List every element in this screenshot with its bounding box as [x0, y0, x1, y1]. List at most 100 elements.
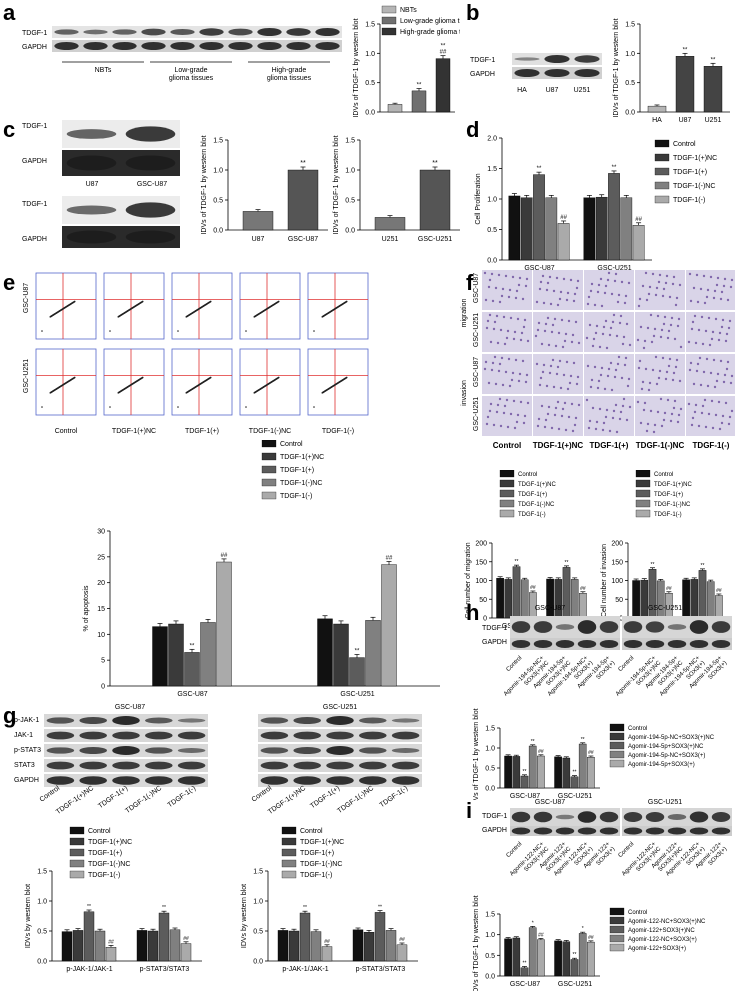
- panel-g-row-label: JAK-1: [14, 732, 33, 739]
- panel-f-cell: [608, 333, 612, 337]
- panel-f-cell: [716, 276, 720, 280]
- panel-d-chart-bar-sig: **: [612, 165, 617, 171]
- panel-h-chart-bar: [587, 756, 595, 789]
- panel-f-cell: [512, 337, 516, 341]
- panel-c-blot2-gapdh-band: [66, 230, 117, 244]
- panel-c-lane-label: U87: [86, 181, 99, 188]
- panel-f-cell: [715, 283, 719, 287]
- panel-f-cell: [714, 317, 718, 321]
- panel-f-cell: [586, 302, 590, 306]
- panel-f-cell: [647, 388, 651, 392]
- panel-h-legend-swatch: [609, 759, 625, 768]
- panel-d-legend-swatch: [654, 181, 670, 190]
- panel-g-chart1-bar: [136, 930, 148, 962]
- panel-f-cell: [488, 278, 492, 282]
- panel-f-cell: [615, 334, 619, 338]
- panel-g-chart2-tick-label: 0.0: [253, 959, 263, 966]
- panel-f-cell: [728, 415, 732, 419]
- panel-a-blot-tdgf1-band: [54, 29, 79, 35]
- panel-g-chart2-bar-sig: **: [303, 905, 307, 911]
- panel-f-micrograph: [533, 270, 583, 310]
- panel-f-cell: [662, 322, 666, 326]
- panel-i-blot-u251-gapdh-band: [667, 827, 687, 835]
- panel-f-legend1-item: TDGF-1(-): [518, 512, 546, 518]
- panel-e-flow-dot: [192, 387, 195, 390]
- panel-f-cell: [652, 430, 656, 434]
- panel-e-flow-dot: [59, 309, 62, 312]
- panel-d-chart-bar: [620, 197, 633, 261]
- panel-i-row-label: GAPDH: [482, 827, 507, 834]
- panel-a-chart-bar: [435, 58, 451, 113]
- panel-f-cell: [505, 336, 509, 340]
- panel-f-cell: [593, 303, 597, 307]
- panel-e-flow-dot: [340, 380, 342, 382]
- panel-e-flow-dot: [272, 380, 274, 382]
- panel-g-blot-u87-band: [79, 761, 107, 770]
- panel-h-blot-u251-tdgf1-band: [623, 621, 643, 633]
- panel-i-chart-category-label: GSC-U87: [510, 981, 540, 988]
- panel-f-cell: [652, 334, 656, 338]
- panel-a-blot-tdgf1-band: [315, 27, 340, 37]
- panel-f-cell: [491, 361, 495, 365]
- panel-f-chart2-ylabel: Cell number of invasion: [601, 544, 608, 617]
- panel-g-chart1-legend-swatch: [69, 837, 85, 846]
- panel-f-cell: [695, 369, 699, 373]
- panel-e-flow-dot: [254, 315, 257, 317]
- panel-f-cell: [492, 423, 496, 427]
- panel-h-legend-swatch: [609, 723, 625, 732]
- panel-e-flow-dot: [313, 406, 315, 408]
- panel-e-flow-dot: [123, 388, 125, 390]
- panel-e-flow-dot: [189, 389, 192, 392]
- panel-f-legend1-swatch: [499, 509, 515, 518]
- panel-b-chart-bar: [675, 56, 695, 113]
- panel-g-blot-u251-band: [391, 761, 420, 770]
- panel-f-cell: [610, 292, 614, 296]
- panel-f-cell: [706, 288, 710, 292]
- panel-g-chart1-category-label: p-STAT3/STAT3: [140, 966, 190, 973]
- panel-a-blot-tdgf1-band: [170, 28, 195, 36]
- panel-f-cell: [572, 361, 576, 365]
- panel-e-flow-dot: [194, 386, 196, 389]
- panel-f-cell: [722, 284, 726, 288]
- panel-f-cell: [598, 345, 602, 349]
- panel-e-flow-dot: [201, 305, 204, 308]
- panel-e-flow-dot: [136, 304, 138, 306]
- panel-a-blot-gapdh-band: [199, 41, 224, 51]
- panel-e-bars-tick-label: 5: [101, 658, 105, 665]
- panel-f-cell: [637, 304, 641, 308]
- panel-g-blot-u251-band: [326, 776, 354, 785]
- panel-f-cell: [621, 342, 625, 346]
- panel-e-flow-dot: [324, 314, 326, 316]
- panel-f-cell: [563, 401, 567, 405]
- panel-h-chart-bar-sig: **: [531, 739, 535, 745]
- panel-h-blot-u251-gapdh-band: [689, 639, 709, 649]
- panel-f-cell: [660, 328, 664, 332]
- panel-f-cell: [694, 403, 698, 407]
- panel-f-chart2-bar-sig: **: [651, 562, 655, 568]
- panel-e-flow-dot: [342, 379, 344, 381]
- panel-g-blot-u251-band: [260, 776, 289, 785]
- panel-e-flow-dot: [334, 307, 337, 310]
- panel-g-blot-u251-band: [326, 746, 354, 755]
- panel-f-cell: [625, 418, 629, 422]
- panel-f-cell: [543, 329, 547, 333]
- panel-e-bars-bar: [317, 618, 333, 687]
- panel-f-cell: [560, 318, 564, 322]
- panel-f-cell: [637, 366, 641, 370]
- panel-g-blot-u251-band: [359, 747, 387, 754]
- panel-a-blot-tdgf1-band: [112, 29, 137, 35]
- panel-d-chart-bar-sig: ##: [635, 217, 642, 223]
- panel-g-chart1-tick-label: 0.5: [37, 929, 47, 936]
- panel-e-flow-dot: [72, 301, 75, 303]
- panel-d-chart-tick-label: 1.0: [487, 197, 497, 204]
- panel-f-legend2-item: TDGF-1(-)NC: [654, 502, 691, 508]
- panel-a-blot-tdgf1-band: [199, 28, 224, 36]
- panel-e-flow-dot: [321, 392, 324, 394]
- panel-g-chart2-bar: [363, 931, 375, 962]
- panel-e-flow-dot: [256, 314, 258, 316]
- panel-e-bars-tick-label: 25: [97, 554, 105, 561]
- panel-f-chart2-tick-label: 50: [615, 597, 623, 604]
- panel-g-blot-u87-band: [177, 718, 206, 723]
- panel-d-chart-tick-label: 1.5: [487, 166, 497, 173]
- panel-d-chart-bar: [583, 197, 596, 261]
